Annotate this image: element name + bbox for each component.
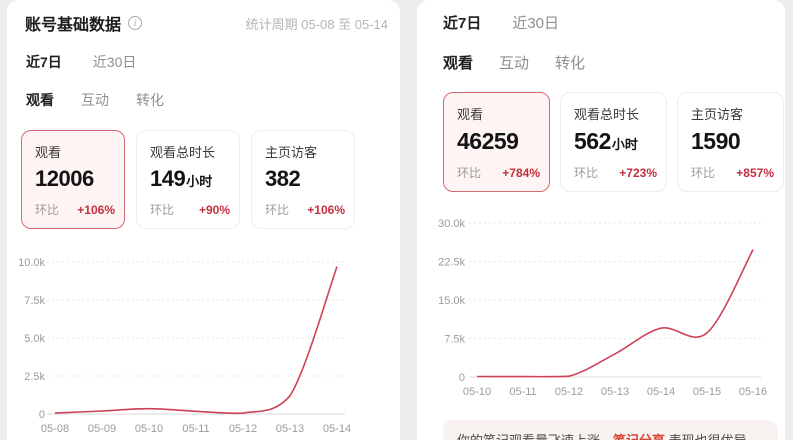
compare-value: +106% xyxy=(307,203,345,217)
y-axis-tick-label: 7.5k xyxy=(24,295,45,307)
x-axis-tick-label: 05-15 xyxy=(693,386,721,398)
compare-value: +106% xyxy=(77,203,115,217)
views-trend-chart-scrolled: 0 7.5k 15.0k 22.5k 30.0k 05-10 05-11 05-12 05-13… xyxy=(438,218,767,398)
stat-card-label: 观看总时长 xyxy=(150,145,216,160)
panel-header: 账号基础数据 i 统计周期 05-08 至 05-14 xyxy=(25,12,388,34)
stat-card-value: 382 xyxy=(265,166,301,191)
stat-card-value: 46259 xyxy=(457,128,519,154)
y-axis-tick-label: 5.0k xyxy=(24,333,45,345)
compare-label: 环比 xyxy=(35,203,60,217)
account-data-panel-scrolled: 近7日 近30日 观看 互动 转化 观看 46259 环比 +784% 观看总时… xyxy=(417,0,785,440)
compare-label: 环比 xyxy=(691,166,716,180)
compare-value: +90% xyxy=(198,203,230,217)
stat-card-watch-time[interactable]: 观看总时长 149 小时 环比 +90% xyxy=(136,130,240,229)
stat-card-profile-visitors[interactable]: 主页访客 1590 环比 +857% xyxy=(677,92,784,192)
stat-card-views[interactable]: 观看 12006 环比 +106% xyxy=(21,130,125,229)
y-axis-tick-label: 22.5k xyxy=(438,257,465,269)
stat-cards: 观看 12006 环比 +106% 观看总时长 149 小时 环比 +90% 主页… xyxy=(21,130,355,229)
trend-line xyxy=(476,249,754,378)
compare-value: +723% xyxy=(619,166,657,180)
period-tabs: 近7日 近30日 xyxy=(443,12,559,33)
stat-card-profile-visitors[interactable]: 主页访客 382 环比 +106% xyxy=(251,130,355,229)
stat-cards: 观看 46259 环比 +784% 观看总时长 562 小时 环比 +723% 主… xyxy=(443,92,784,192)
x-axis-tick-label: 05-08 xyxy=(41,423,69,435)
compare-label: 环比 xyxy=(457,166,482,180)
y-axis-tick-label: 2.5k xyxy=(24,371,45,383)
tab-conversions[interactable]: 转化 xyxy=(136,92,164,108)
stat-card-label: 主页访客 xyxy=(265,145,318,160)
account-data-panel-7day: 账号基础数据 i 统计周期 05-08 至 05-14 近7日 近30日 观看 … xyxy=(7,0,400,440)
stat-card-value: 12006 xyxy=(35,166,94,191)
y-axis-tick-label: 0 xyxy=(39,409,45,421)
tab-views[interactable]: 观看 xyxy=(26,92,54,108)
compare-label: 环比 xyxy=(150,203,175,217)
stat-card-value: 149 小时 xyxy=(150,166,213,191)
x-axis-tick-label: 05-10 xyxy=(135,423,163,435)
y-axis-tick-label: 10.0k xyxy=(18,257,45,269)
tab-last-7-days[interactable]: 近7日 xyxy=(443,15,482,32)
insight-text-after: 表现也很优异 xyxy=(665,433,747,440)
metric-tabs: 观看 互动 转化 xyxy=(26,90,164,110)
x-axis-tick-label: 05-12 xyxy=(229,423,257,435)
tab-last-30-days[interactable]: 近30日 xyxy=(92,54,137,70)
y-axis-tick-label: 0 xyxy=(459,372,465,384)
x-axis-tick-label: 05-11 xyxy=(509,386,536,398)
stat-card-label: 观看 xyxy=(35,145,62,160)
x-axis-tick-label: 05-09 xyxy=(88,423,116,435)
y-axis-tick-label: 7.5k xyxy=(444,334,465,346)
metric-tabs: 观看 互动 转化 xyxy=(443,52,585,73)
stat-card-watch-time[interactable]: 观看总时长 562 小时 环比 +723% xyxy=(560,92,667,192)
tab-views[interactable]: 观看 xyxy=(443,55,474,72)
stat-card-views[interactable]: 观看 46259 环比 +784% xyxy=(443,92,550,192)
compare-value: +857% xyxy=(736,166,774,180)
compare-label: 环比 xyxy=(574,166,599,180)
compare-value: +784% xyxy=(502,166,540,180)
tab-conversions[interactable]: 转化 xyxy=(555,55,586,72)
compare-label: 环比 xyxy=(265,203,290,217)
y-axis-tick-label: 15.0k xyxy=(438,295,465,307)
trend-line xyxy=(54,266,338,415)
tab-last-30-days[interactable]: 近30日 xyxy=(512,15,560,32)
tab-interactions[interactable]: 互动 xyxy=(81,92,109,108)
x-axis-tick-label: 05-13 xyxy=(601,386,629,398)
stat-card-value: 562 小时 xyxy=(574,128,638,154)
stat-card-label: 观看总时长 xyxy=(574,107,640,122)
insight-banner: 你的笔记观看量飞速上涨，笔记分享 表现也很优异 xyxy=(443,420,778,440)
x-axis-tick-label: 05-12 xyxy=(555,386,583,398)
stat-period-range: 统计周期 05-08 至 05-14 xyxy=(245,16,388,32)
stat-card-label: 主页访客 xyxy=(691,107,744,122)
x-axis-tick-label: 05-16 xyxy=(739,386,767,398)
x-axis-tick-label: 05-11 xyxy=(182,423,209,435)
note-share-link[interactable]: 笔记分享 xyxy=(613,433,665,440)
stat-card-unit: 小时 xyxy=(186,174,213,189)
insight-text-before: 你的笔记观看量飞速上涨， xyxy=(457,433,613,440)
x-axis-tick-label: 05-14 xyxy=(323,423,351,435)
x-axis-tick-label: 05-14 xyxy=(647,386,675,398)
stat-card-label: 观看 xyxy=(457,107,484,122)
stat-card-unit: 小时 xyxy=(611,137,638,152)
y-axis-tick-label: 30.0k xyxy=(438,218,465,230)
tab-last-7-days[interactable]: 近7日 xyxy=(26,54,62,70)
period-tabs: 近7日 近30日 xyxy=(26,52,136,72)
x-axis-tick-label: 05-13 xyxy=(276,423,304,435)
page-title: 账号基础数据 xyxy=(25,17,122,34)
info-icon[interactable]: i xyxy=(128,16,143,30)
stat-card-value: 1590 xyxy=(691,128,741,154)
x-axis-tick-label: 05-10 xyxy=(463,386,491,398)
views-trend-chart-7day: 0 2.5k 5.0k 7.5k 10.0k 05-08 05-09 05-10 05-11 05… xyxy=(18,257,351,435)
tab-interactions[interactable]: 互动 xyxy=(499,55,530,72)
